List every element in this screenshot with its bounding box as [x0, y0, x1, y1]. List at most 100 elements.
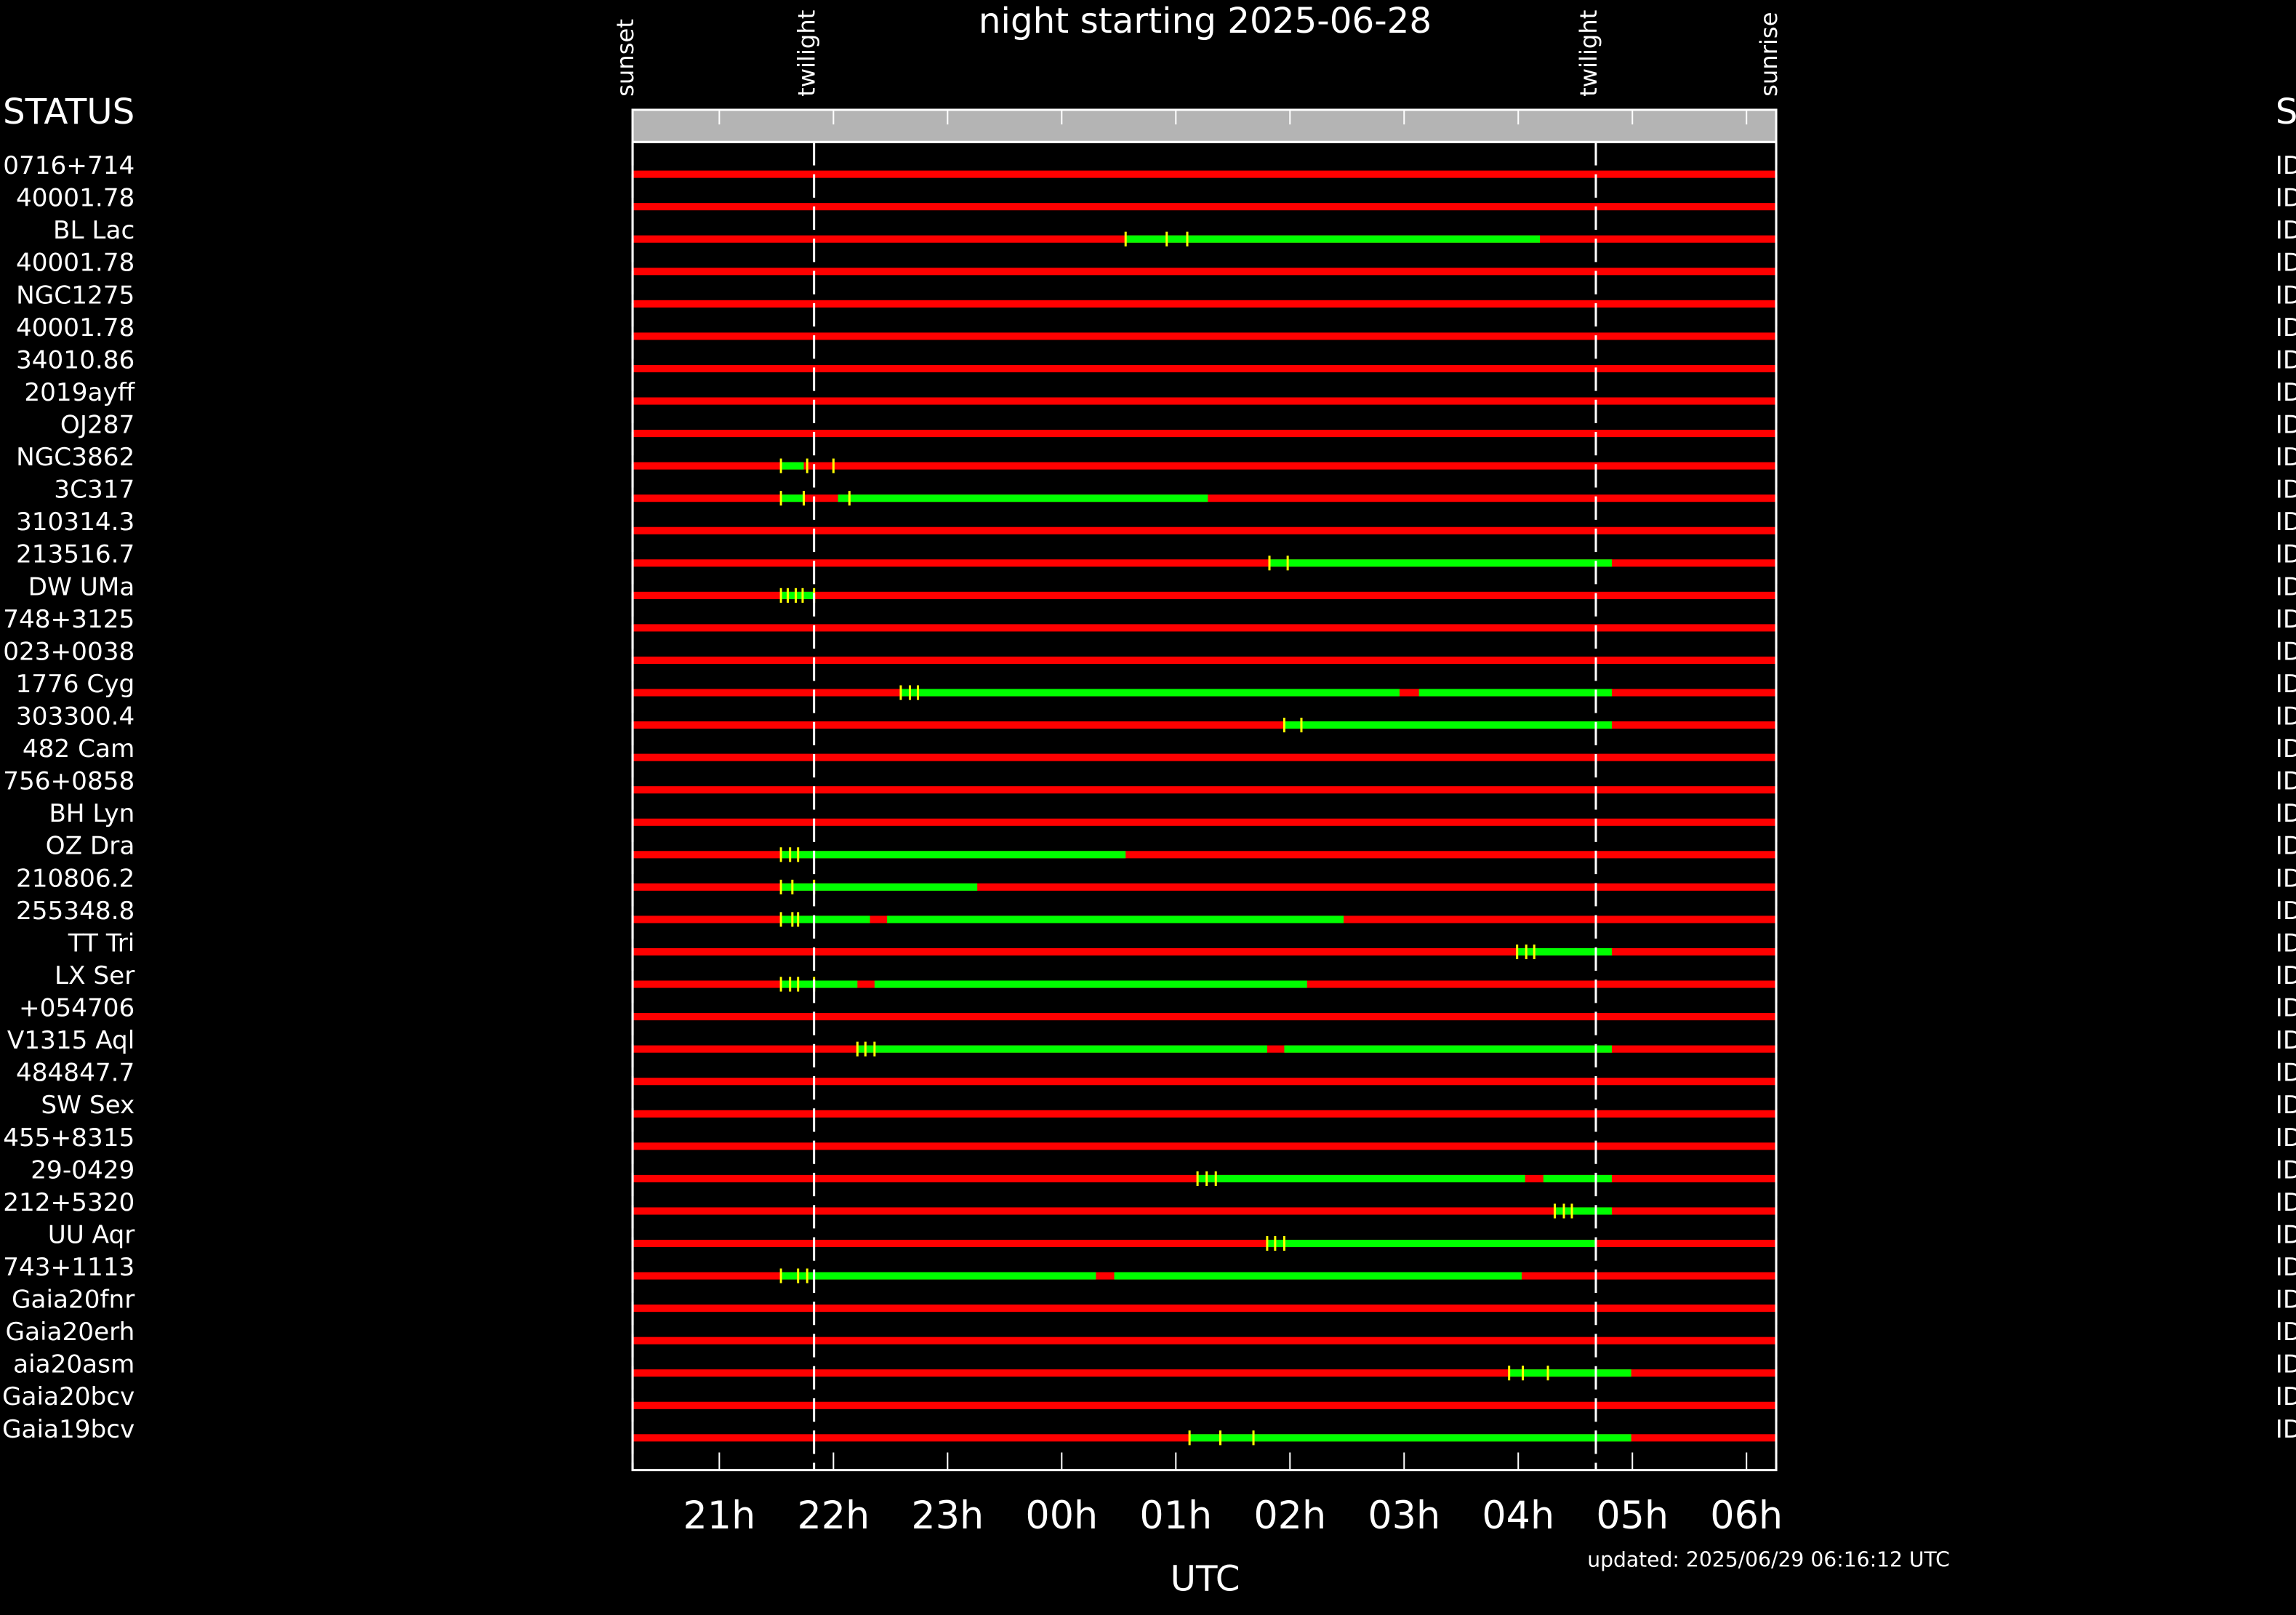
target-status: ID — [2276, 994, 2296, 1023]
target-name: TT Tri — [68, 929, 135, 958]
target-status: ID — [2276, 1253, 2296, 1282]
target-name: 756+0858 — [3, 767, 135, 796]
visible-segment — [781, 591, 814, 599]
visible-segment — [781, 1272, 1096, 1280]
unavailable-bar — [633, 624, 1777, 632]
target-status: ID — [2276, 151, 2296, 180]
target-status: ID — [2276, 443, 2296, 472]
target-name: 455+8315 — [3, 1123, 135, 1153]
unavailable-bar — [633, 947, 1777, 956]
visible-segment — [781, 494, 804, 502]
target-name: OZ Dra — [46, 832, 135, 861]
unavailable-bar — [633, 1207, 1777, 1215]
unavailable-bar — [633, 591, 1777, 599]
target-status: ID — [2276, 1123, 2296, 1153]
target-status: ID — [2276, 1382, 2296, 1411]
target-status: ID — [2276, 734, 2296, 764]
visible-segment — [838, 494, 1208, 502]
unavailable-bar — [633, 818, 1777, 826]
x-tick-label: 01h — [1139, 1494, 1212, 1538]
target-name: BL Lac — [53, 216, 135, 245]
visible-segment — [1197, 1174, 1525, 1182]
visible-segment — [1509, 1369, 1631, 1377]
target-name: 212+5320 — [3, 1188, 135, 1217]
time-band — [633, 110, 1777, 143]
target-name: 748+3125 — [3, 605, 135, 634]
x-axis-label: UTC — [1171, 1559, 1240, 1600]
visible-segment — [857, 1045, 1267, 1053]
target-name: Gaia20bcv — [2, 1382, 135, 1411]
unavailable-bar — [633, 462, 1777, 470]
target-name: Gaia19bcv — [2, 1415, 135, 1444]
visible-segment — [900, 689, 1400, 697]
target-name: +054706 — [19, 994, 135, 1023]
target-status: ID — [2276, 249, 2296, 278]
target-status: ID — [2276, 767, 2296, 796]
target-name: 2019ayff — [24, 378, 135, 407]
status-heading: STATUS — [3, 92, 135, 132]
target-status: ID — [2276, 1059, 2296, 1088]
x-tick-label: 05h — [1596, 1494, 1669, 1538]
target-name: 40001.78 — [16, 313, 135, 342]
event-label: twilight — [1575, 10, 1602, 97]
visible-segment — [1189, 1434, 1631, 1442]
target-name: 023+0038 — [3, 637, 135, 666]
target-name: 484847.7 — [16, 1059, 135, 1088]
unavailable-bar — [633, 559, 1777, 567]
target-status: ID — [2276, 637, 2296, 666]
target-status: ID — [2276, 1188, 2296, 1217]
x-tick-label: 22h — [797, 1494, 870, 1538]
visible-segment — [887, 915, 1344, 923]
event-label: twilight — [793, 10, 821, 97]
visible-segment — [874, 980, 1307, 988]
target-status: ID — [2276, 378, 2296, 407]
unavailable-bar — [633, 1142, 1777, 1150]
unavailable-bar — [633, 721, 1777, 729]
unavailable-bar — [633, 1369, 1777, 1377]
target-status: ID — [2276, 184, 2296, 213]
unavailable-bar — [633, 1337, 1777, 1345]
target-status: ID — [2276, 832, 2296, 861]
visible-segment — [781, 980, 858, 988]
target-name: 1776 Cyg — [15, 670, 135, 699]
visible-segment — [781, 851, 1126, 859]
target-name: 40001.78 — [16, 249, 135, 278]
target-name: 255348.8 — [16, 897, 135, 926]
unavailable-bar — [633, 430, 1777, 438]
target-status: ID — [2276, 929, 2296, 958]
target-name: DW UMa — [28, 572, 135, 601]
status-heading: STATUS — [2276, 92, 2296, 132]
unavailable-bar — [633, 526, 1777, 534]
x-tick-label: 03h — [1368, 1494, 1440, 1538]
target-status: ID — [2276, 345, 2296, 374]
unavailable-bar — [633, 203, 1777, 211]
unavailable-bar — [633, 1078, 1777, 1086]
target-status: ID — [2276, 799, 2296, 828]
x-tick-label: 23h — [911, 1494, 984, 1538]
unavailable-bar — [633, 332, 1777, 340]
target-name: aia20asm — [13, 1350, 135, 1379]
target-name: 34010.86 — [16, 345, 135, 374]
target-status: ID — [2276, 216, 2296, 245]
target-status: ID — [2276, 1026, 2296, 1055]
target-status: ID — [2276, 670, 2296, 699]
unavailable-bar — [633, 1239, 1777, 1248]
target-status: ID — [2276, 508, 2296, 537]
target-status: ID — [2276, 1091, 2296, 1120]
target-name: 40001.78 — [16, 184, 135, 213]
unavailable-bar — [633, 851, 1777, 859]
event-label: sunset — [611, 19, 639, 97]
visible-segment — [1267, 1239, 1596, 1248]
unavailable-bar — [633, 1013, 1777, 1021]
target-name: 743+1113 — [3, 1253, 135, 1282]
footer: updated: 2025/06/29 06:16:12 UTC — [1587, 1547, 1950, 1571]
visible-segment — [1284, 1045, 1612, 1053]
unavailable-bar — [633, 170, 1777, 178]
visible-segment — [1517, 947, 1612, 956]
target-name: NGC3862 — [16, 443, 135, 472]
unavailable-bar — [633, 1305, 1777, 1313]
x-tick-label: 21h — [683, 1494, 755, 1538]
target-name: 303300.4 — [16, 702, 135, 732]
